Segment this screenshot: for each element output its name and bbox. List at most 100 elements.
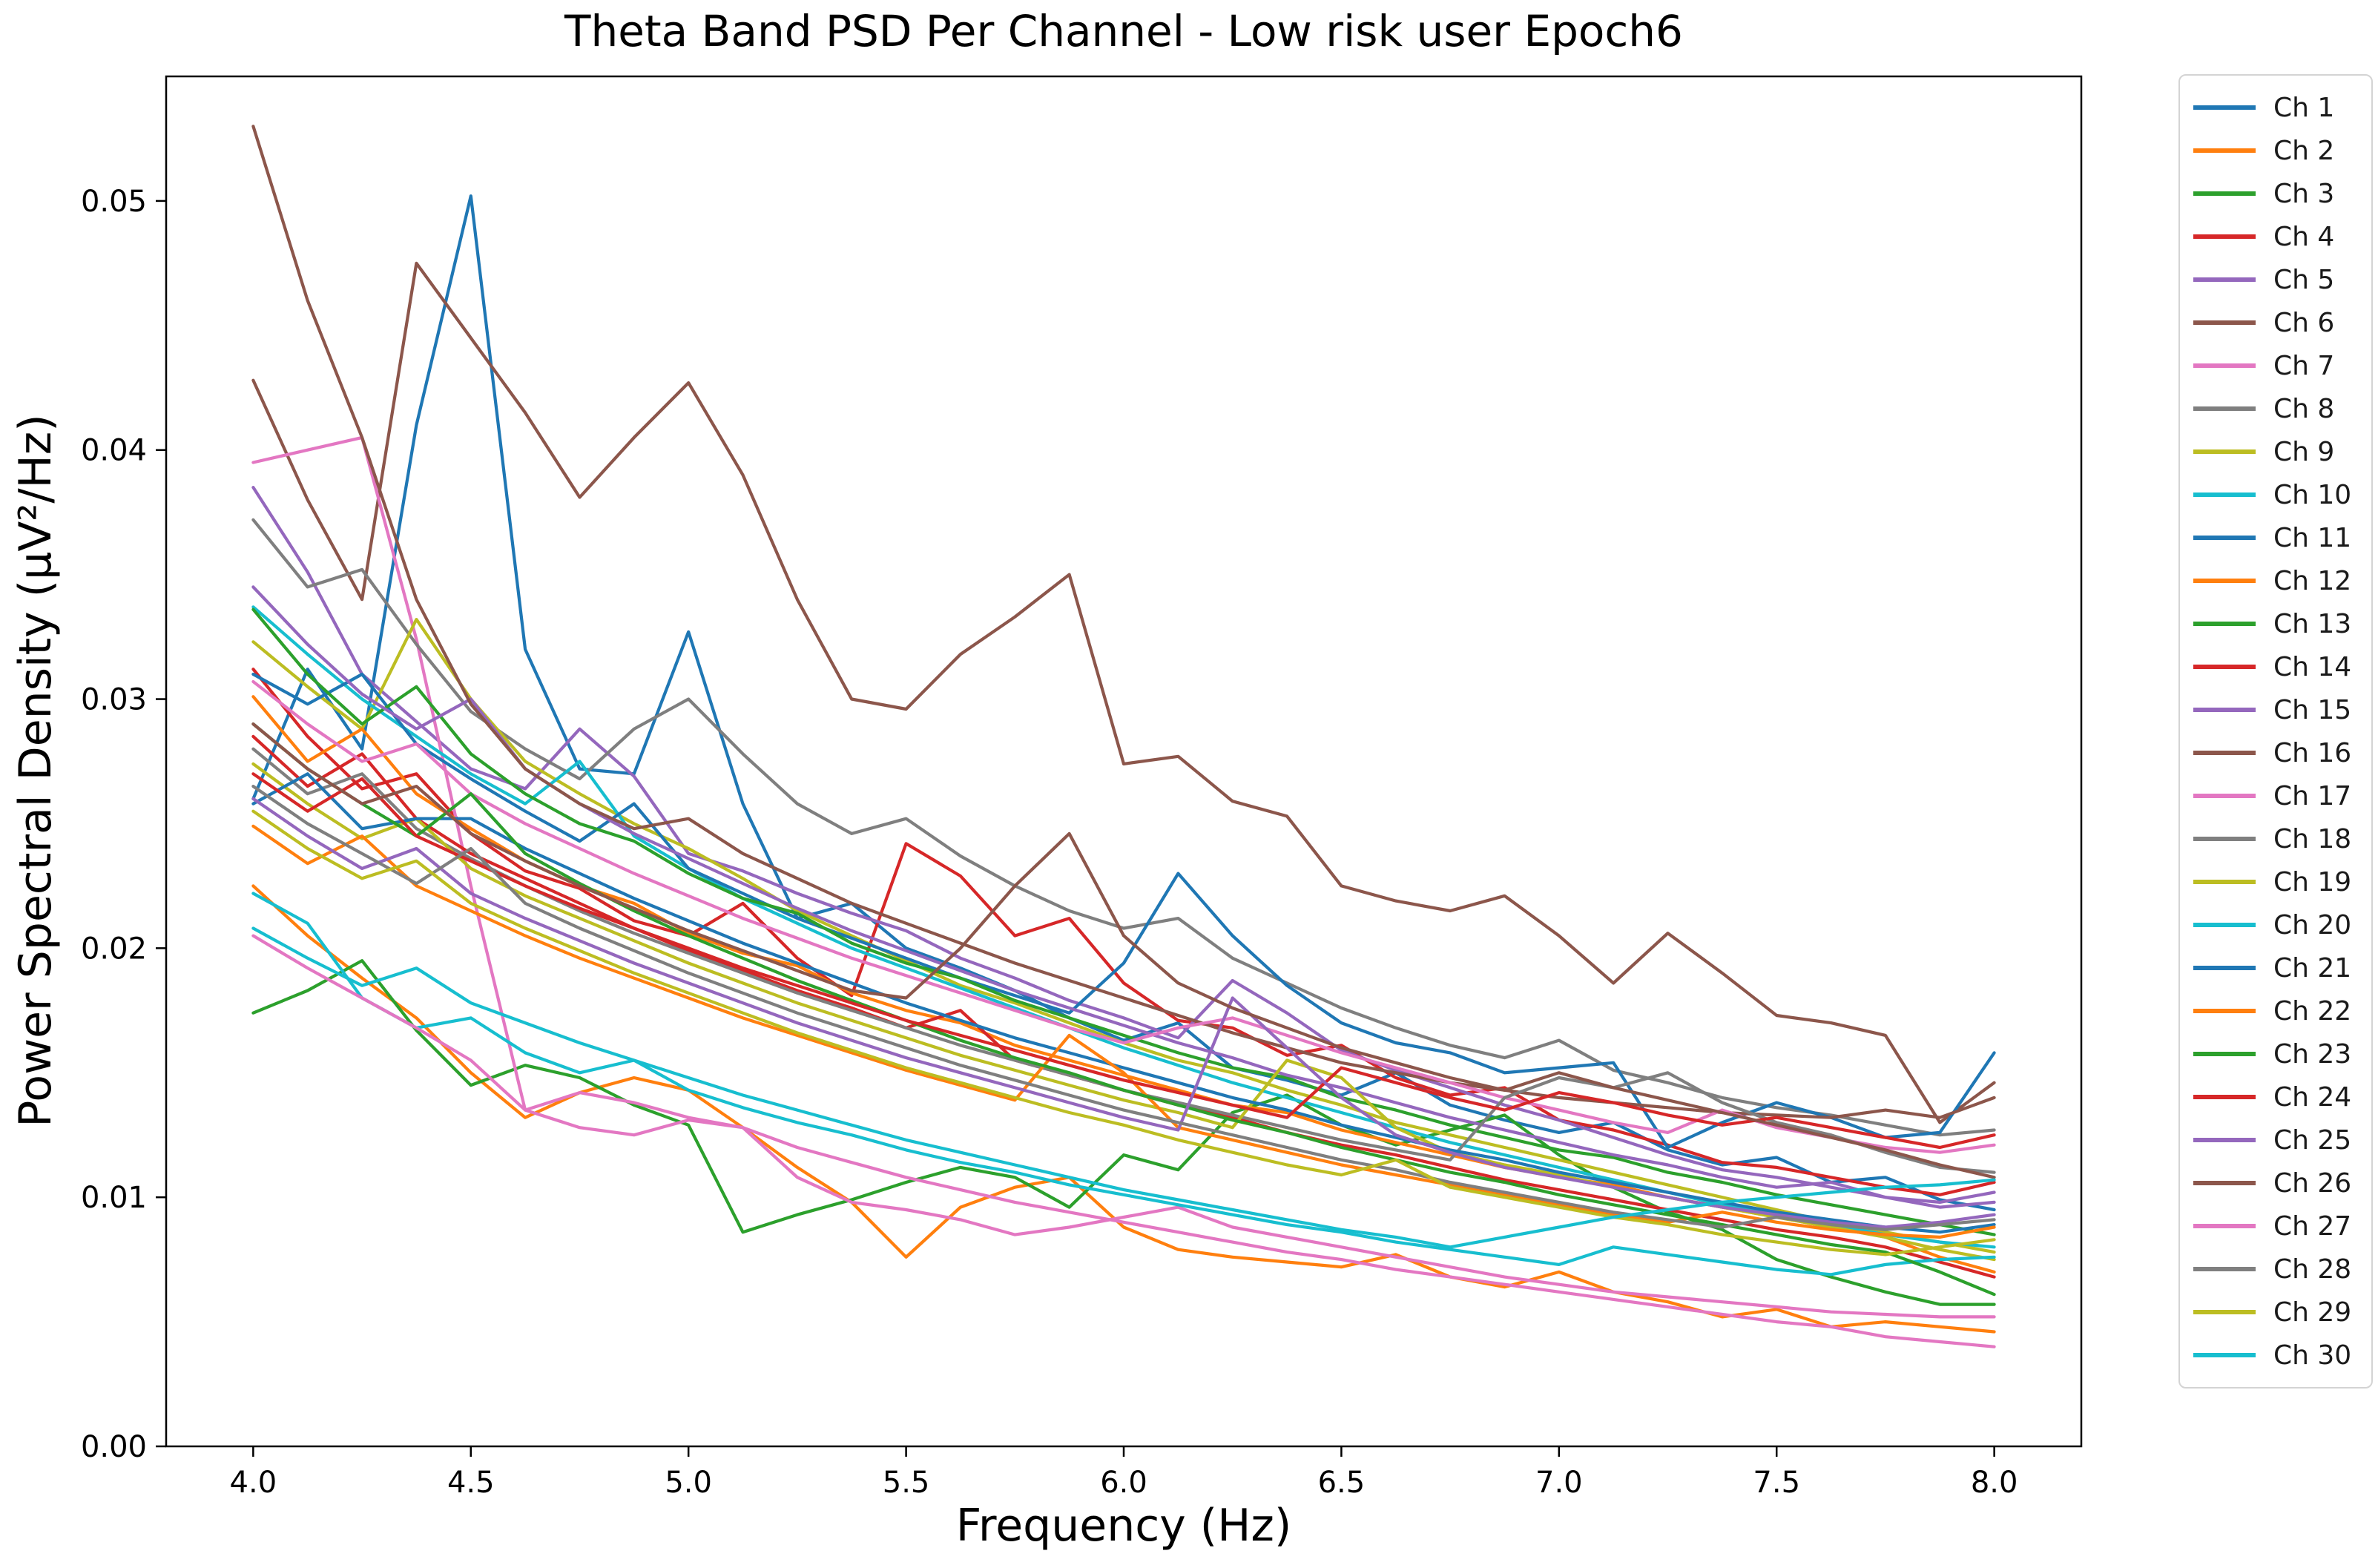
- legend-label: Ch 9: [2273, 436, 2335, 467]
- chart-line-ch-30: [251, 926, 1996, 1249]
- y-tick-label: 0.05: [81, 185, 147, 219]
- legend-line-swatch: [2193, 837, 2256, 841]
- legend-label: Ch 15: [2273, 694, 2352, 725]
- chart-line-ch-7: [251, 435, 1996, 1319]
- legend-label: Ch 27: [2273, 1210, 2352, 1242]
- legend-item: Ch 1: [2187, 86, 2364, 129]
- legend-line-swatch: [2193, 234, 2256, 239]
- legend-line-swatch: [2193, 966, 2256, 970]
- legend-item: Ch 5: [2187, 258, 2364, 301]
- legend-line-swatch: [2193, 191, 2256, 196]
- legend-item: Ch 10: [2187, 473, 2364, 516]
- chart-line-ch-1: [251, 194, 1996, 1212]
- legend-item: Ch 25: [2187, 1119, 2364, 1162]
- legend-label: Ch 12: [2273, 565, 2352, 596]
- legend-label: Ch 16: [2273, 737, 2352, 768]
- legend-item: Ch 20: [2187, 903, 2364, 946]
- chart-line-ch-29: [251, 809, 1996, 1256]
- legend-line-swatch: [2193, 536, 2256, 540]
- legend-line-swatch: [2193, 1267, 2256, 1271]
- chart-line-ch-26: [251, 722, 1996, 1179]
- legend-label: Ch 14: [2273, 651, 2352, 682]
- legend-item: Ch 27: [2187, 1205, 2364, 1248]
- legend-item: Ch 26: [2187, 1162, 2364, 1205]
- legend-line-swatch: [2193, 923, 2256, 927]
- legend-line-swatch: [2193, 1138, 2256, 1142]
- legend: Ch 1 Ch 2 Ch 3 Ch 4 Ch 5 Ch 6 Ch 7 Ch 8 Ch 9 Ch 1…: [2178, 74, 2373, 1389]
- legend-item: Ch 21: [2187, 946, 2364, 989]
- legend-label: Ch 5: [2273, 264, 2335, 295]
- legend-line-swatch: [2193, 406, 2256, 411]
- legend-label: Ch 4: [2273, 221, 2335, 252]
- y-tick-label: 0.04: [81, 434, 147, 468]
- legend-item: Ch 19: [2187, 860, 2364, 903]
- y-tick-label: 0.02: [81, 932, 147, 966]
- x-tick-label: 8.0: [1971, 1466, 2018, 1500]
- legend-item: Ch 28: [2187, 1248, 2364, 1291]
- legend-item: Ch 7: [2187, 344, 2364, 387]
- x-tick-label: 6.0: [1100, 1466, 1147, 1500]
- legend-line-swatch: [2193, 105, 2256, 110]
- x-tick-label: 5.5: [883, 1466, 930, 1500]
- chart-line-ch-3: [251, 959, 1996, 1306]
- legend-line-swatch: [2193, 1310, 2256, 1314]
- legend-label: Ch 22: [2273, 995, 2352, 1027]
- legend-item: Ch 22: [2187, 989, 2364, 1032]
- legend-item: Ch 9: [2187, 430, 2364, 473]
- legend-line-swatch: [2193, 493, 2256, 497]
- legend-item: Ch 14: [2187, 645, 2364, 688]
- legend-label: Ch 2: [2273, 135, 2335, 166]
- legend-label: Ch 17: [2273, 780, 2352, 811]
- legend-item: Ch 13: [2187, 602, 2364, 645]
- x-tick-label: 4.5: [447, 1466, 495, 1500]
- legend-line-swatch: [2193, 794, 2256, 798]
- x-tick-label: 7.5: [1753, 1466, 1800, 1500]
- chart-line-ch-27: [251, 934, 1996, 1348]
- legend-line-swatch: [2193, 622, 2256, 626]
- x-tick-label: 6.5: [1318, 1466, 1366, 1500]
- legend-item: Ch 24: [2187, 1075, 2364, 1119]
- legend-label: Ch 11: [2273, 522, 2352, 553]
- chart-line-ch-13: [251, 607, 1996, 1236]
- legend-item: Ch 3: [2187, 172, 2364, 215]
- y-tick-label: 0.01: [81, 1181, 147, 1215]
- legend-line-swatch: [2193, 1181, 2256, 1185]
- legend-line-swatch: [2193, 1224, 2256, 1228]
- legend-label: Ch 13: [2273, 608, 2352, 639]
- chart-line-ch-21: [251, 772, 1996, 1234]
- legend-line-swatch: [2193, 449, 2256, 454]
- x-axis-label: Frequency (Hz): [955, 1500, 1292, 1552]
- x-tick-label: 4.0: [230, 1466, 277, 1500]
- legend-item: Ch 29: [2187, 1291, 2364, 1334]
- legend-label: Ch 24: [2273, 1081, 2352, 1113]
- legend-item: Ch 18: [2187, 817, 2364, 860]
- chart-line-ch-10: [251, 605, 1996, 1249]
- legend-line-swatch: [2193, 579, 2256, 583]
- legend-label: Ch 3: [2273, 178, 2335, 209]
- chart-title: Theta Band PSD Per Channel - Low risk us…: [564, 6, 1683, 56]
- legend-line-swatch: [2193, 880, 2256, 884]
- legend-item: Ch 15: [2187, 688, 2364, 731]
- legend-item: Ch 6: [2187, 301, 2364, 344]
- y-tick-label: 0.03: [81, 683, 147, 717]
- chart-line-ch-11: [251, 672, 1996, 1150]
- chart-line-ch-6: [251, 261, 1996, 1124]
- legend-item: Ch 2: [2187, 129, 2364, 172]
- legend-label: Ch 10: [2273, 479, 2352, 510]
- legend-line-swatch: [2193, 665, 2256, 669]
- legend-item: Ch 4: [2187, 215, 2364, 258]
- legend-label: Ch 20: [2273, 909, 2352, 941]
- legend-item: Ch 30: [2187, 1334, 2364, 1377]
- legend-label: Ch 21: [2273, 952, 2352, 984]
- legend-label: Ch 8: [2273, 393, 2335, 424]
- legend-line-swatch: [2193, 1095, 2256, 1099]
- legend-line-swatch: [2193, 751, 2256, 755]
- chart-line-ch-28: [251, 784, 1996, 1231]
- legend-label: Ch 29: [2273, 1297, 2352, 1328]
- chart-line-ch-23: [251, 722, 1996, 1297]
- x-tick-label: 7.0: [1535, 1466, 1583, 1500]
- chart-line-ch-5: [251, 485, 1996, 1209]
- chart-line-ch-17: [251, 679, 1996, 1154]
- legend-item: Ch 8: [2187, 387, 2364, 430]
